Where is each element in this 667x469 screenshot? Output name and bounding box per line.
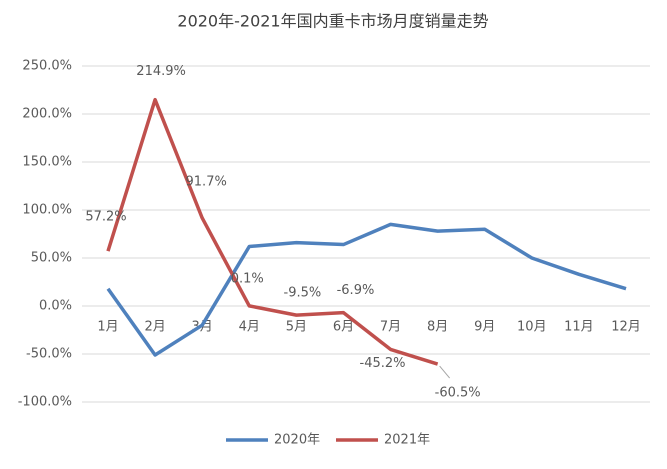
x-tick-label: 7月 — [380, 320, 401, 335]
x-tick-label: 5月 — [286, 320, 307, 335]
y-tick-label: 50.0% — [31, 251, 72, 266]
data-label: -9.5% — [284, 286, 322, 301]
y-tick-label: 100.0% — [22, 203, 72, 218]
legend-label: 2021年 — [384, 433, 430, 448]
data-label: -6.9% — [337, 283, 375, 298]
y-tick-label: 200.0% — [22, 107, 72, 122]
y-tick-label: 0.0% — [39, 299, 72, 314]
y-tick-label: -100.0% — [18, 395, 72, 410]
x-tick-label: 11月 — [564, 320, 594, 335]
x-tick-label: 1月 — [97, 320, 118, 335]
x-tick-label: 9月 — [474, 320, 495, 335]
x-tick-label: 10月 — [517, 320, 547, 335]
line-series — [106, 97, 439, 366]
x-tick-label: 12月 — [611, 320, 641, 335]
data-label: -45.2% — [360, 356, 406, 371]
x-tick-label: 4月 — [239, 320, 260, 335]
data-label: 214.9% — [136, 64, 186, 79]
data-label: 57.2% — [85, 210, 126, 225]
data-label: 91.7% — [186, 174, 227, 189]
chart-title: 2020年-2021年国内重卡市场月度销量走势 — [177, 12, 488, 31]
leader-line — [439, 365, 451, 379]
y-tick-label: 150.0% — [22, 155, 72, 170]
x-tick-label: 8月 — [427, 320, 448, 335]
x-tick-label: 6月 — [333, 320, 354, 335]
data-label: -60.5% — [435, 386, 481, 401]
legend-label: 2020年 — [274, 433, 320, 448]
y-tick-label: 250.0% — [22, 59, 72, 74]
y-tick-label: -50.0% — [26, 347, 72, 362]
x-tick-label: 2月 — [144, 320, 165, 335]
line-series — [106, 222, 627, 357]
data-label: 0.1% — [231, 271, 264, 286]
